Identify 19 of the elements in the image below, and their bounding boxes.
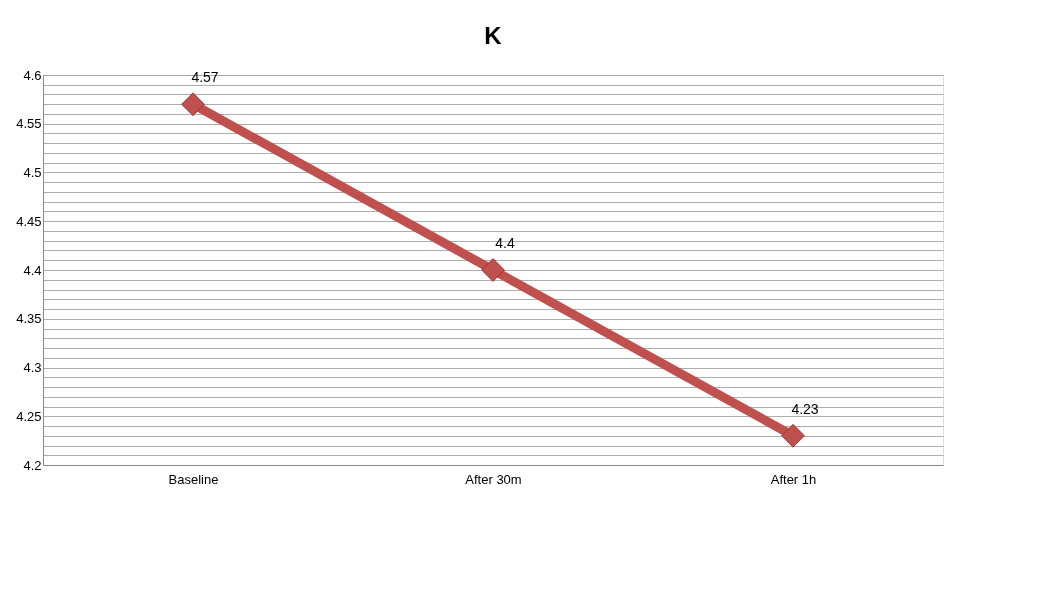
y-tick-label: 4.5 [23, 165, 42, 180]
y-tick-label: 4.35 [16, 311, 42, 327]
y-tick-label: 4.25 [16, 408, 42, 424]
x-tick-label: Baseline [168, 471, 219, 487]
data-label: 4.23 [791, 400, 819, 417]
y-tick-label: 4.45 [16, 213, 42, 229]
point [181, 92, 205, 117]
chart-title: K [484, 22, 503, 49]
data-label: 4.4 [495, 235, 515, 251]
y-tick-label: 4.55 [16, 116, 42, 132]
x-tick-label: After 30m [465, 471, 522, 487]
y-tick-label: 4.2 [23, 457, 42, 473]
point [481, 258, 505, 282]
x-tick-label: After 1h [770, 471, 817, 487]
y-tick-label: 4.3 [23, 360, 42, 375]
y-tick-label: 4.4 [23, 262, 42, 278]
data-label: 4.57 [191, 69, 219, 86]
point [781, 423, 805, 448]
y-tick-label: 4.6 [23, 67, 42, 83]
